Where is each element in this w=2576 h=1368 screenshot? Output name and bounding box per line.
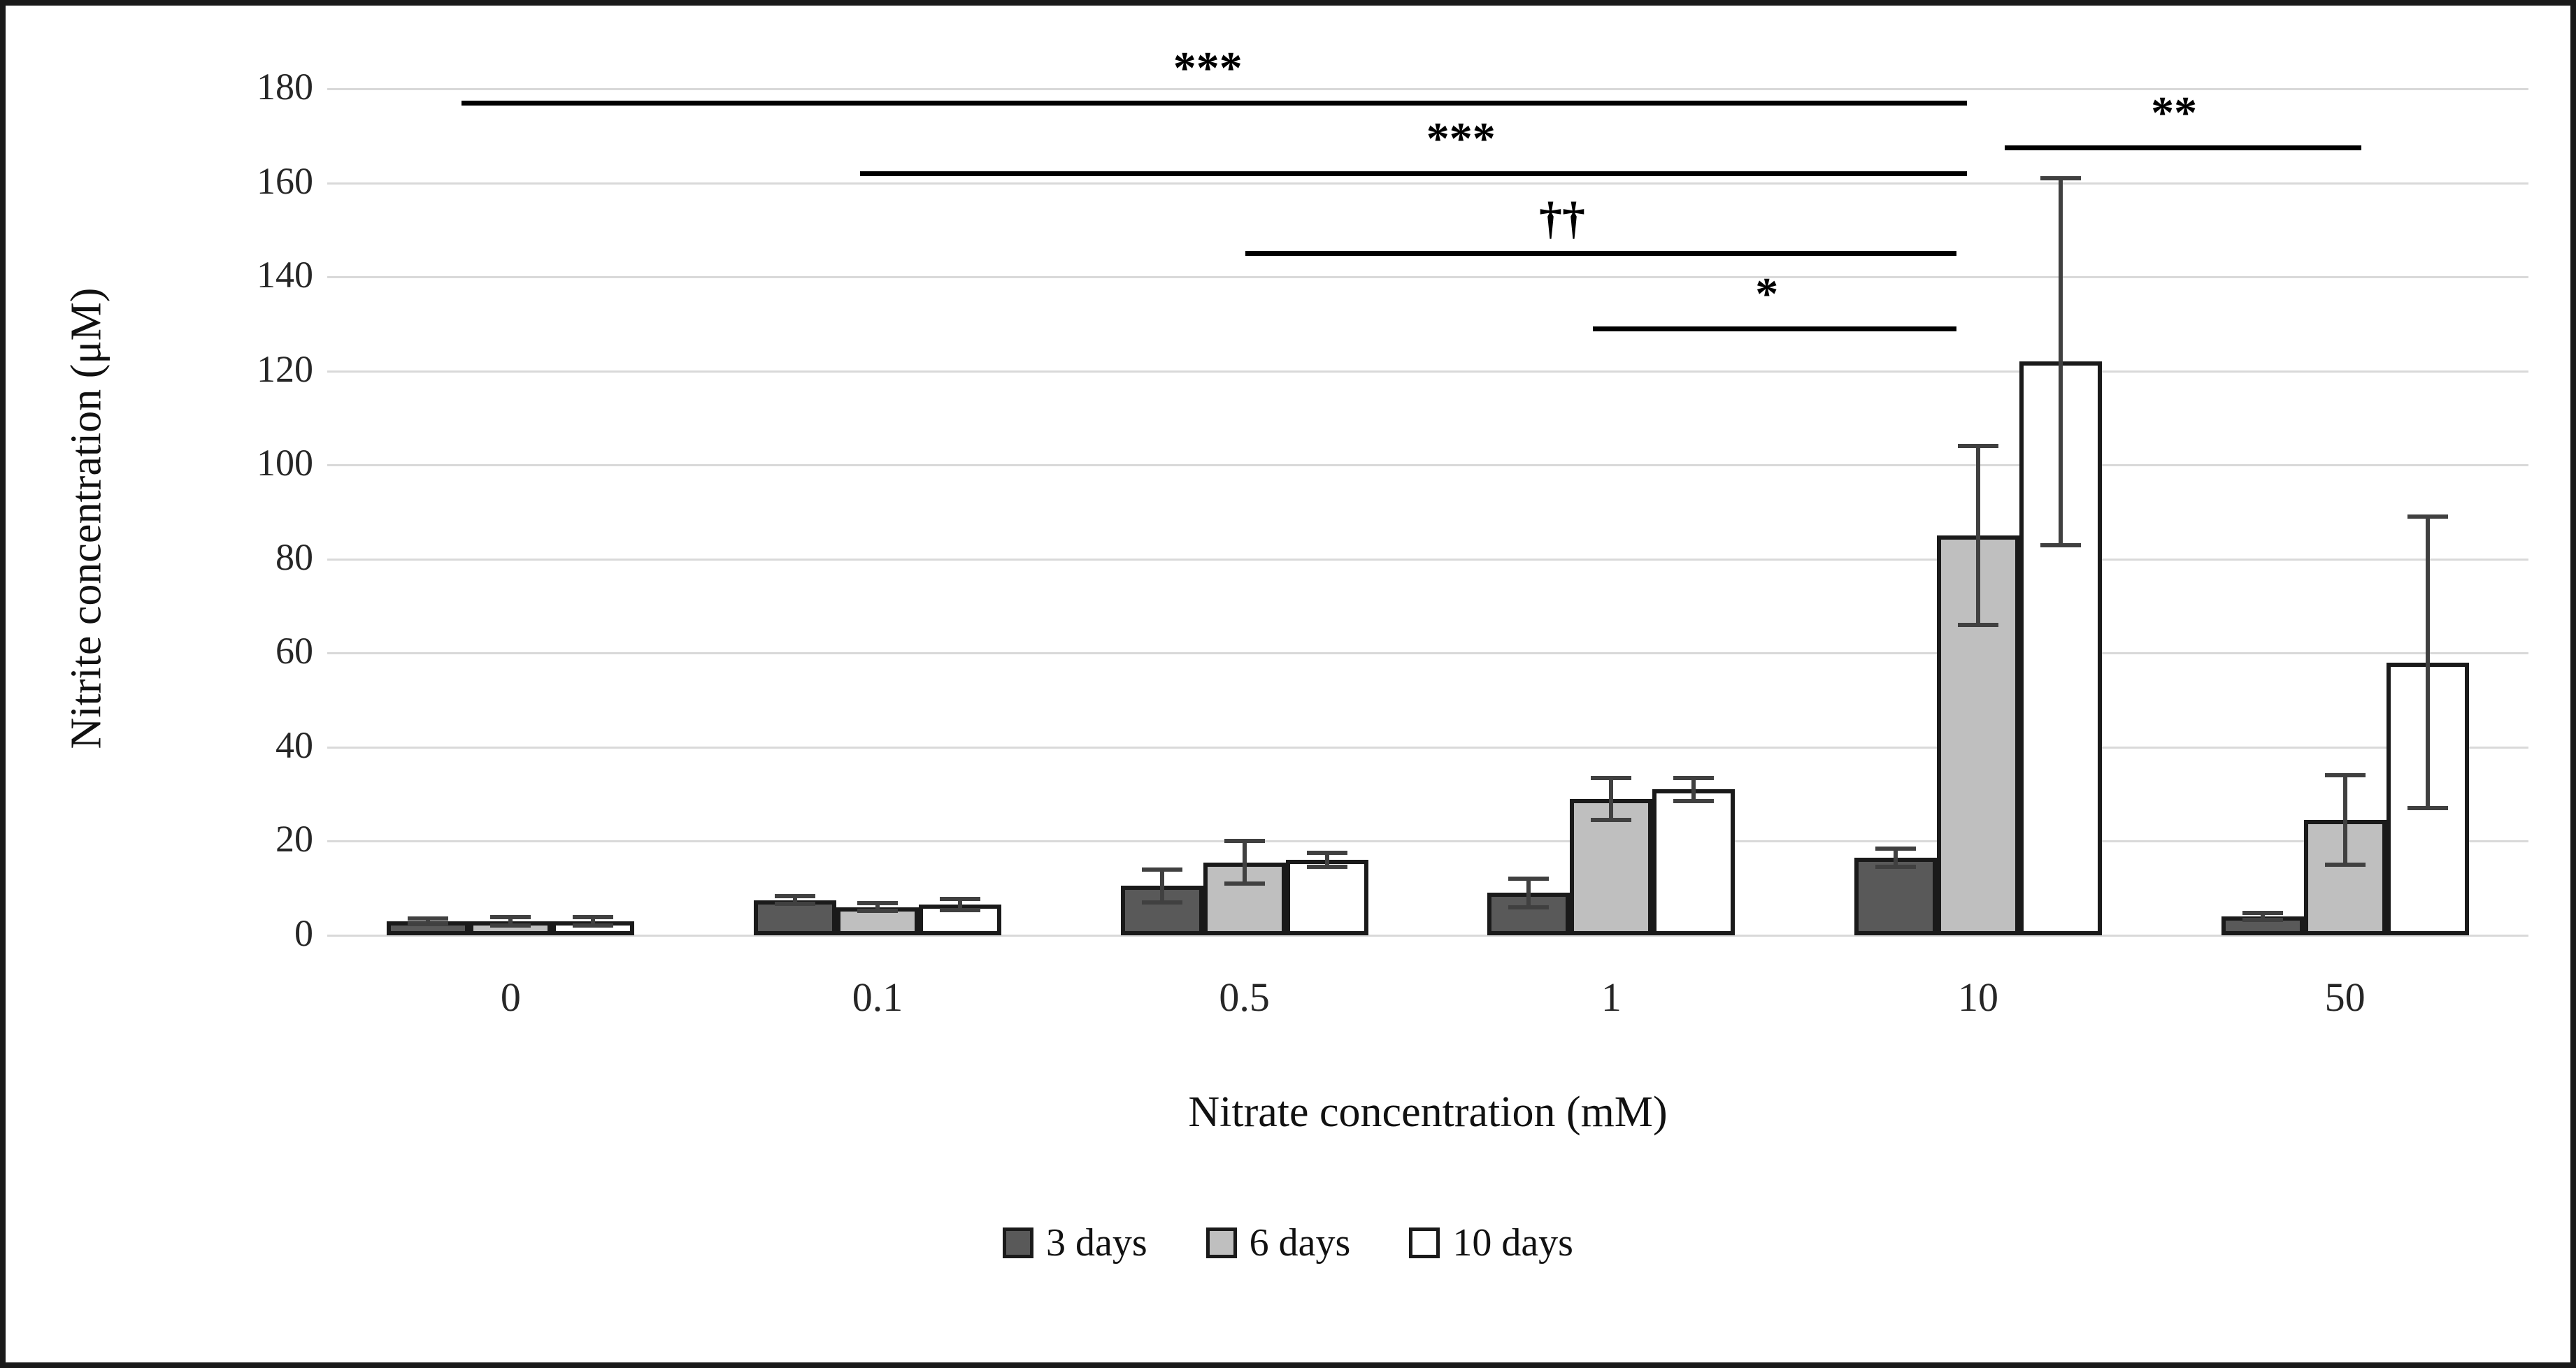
y-tick-label: 100 <box>257 442 313 484</box>
significance-label-4: * <box>1755 268 1779 320</box>
significance-label-2: *** <box>1426 113 1496 165</box>
y-tick-label: 120 <box>257 347 313 390</box>
bar-10-days-0.5mM <box>1285 860 1368 935</box>
x-tick-label-1mM: 1 <box>1601 974 1622 1020</box>
x-axis-title: Nitrate concentration (mM) <box>1188 1088 1668 1136</box>
significance-line-5 <box>2004 145 2361 151</box>
significance-line-1 <box>461 101 1968 106</box>
significance-label-1: *** <box>1173 43 1243 94</box>
y-tick-label: 140 <box>257 254 313 296</box>
legend-item-3-days: 3 days <box>1003 1221 1147 1265</box>
legend-swatch <box>1003 1227 1034 1258</box>
bar-3-days-10mM <box>1854 858 1937 935</box>
significance-line-2 <box>859 171 1968 177</box>
legend: 3 days 6 days 10 days <box>6 1221 2570 1265</box>
significance-line-3 <box>1245 251 1956 257</box>
x-tick-label-0.5mM: 0.5 <box>1219 974 1270 1020</box>
gridline-y-0 <box>327 935 2528 937</box>
gridline-y-140 <box>327 276 2528 279</box>
legend-label: 10 days <box>1452 1221 1573 1265</box>
x-tick-label-0mM: 0 <box>500 974 521 1020</box>
gridline-y-120 <box>327 370 2528 373</box>
y-tick-label: 80 <box>276 535 313 578</box>
significance-label-5: ** <box>2151 87 2198 139</box>
legend-label: 3 days <box>1046 1221 1147 1265</box>
y-tick-label: 60 <box>276 630 313 672</box>
legend-swatch <box>1409 1227 1440 1258</box>
x-tick-label-0.1mM: 0.1 <box>852 974 903 1020</box>
legend-item-6-days: 6 days <box>1205 1221 1351 1265</box>
gridline-y-20 <box>327 840 2528 843</box>
y-tick-label: 0 <box>294 912 313 954</box>
x-tick-label-50mM: 50 <box>2324 974 2366 1020</box>
y-tick-label: 40 <box>276 723 313 766</box>
y-axis-title: Nitrite concentration (μM) <box>62 287 110 749</box>
y-tick-label: 160 <box>257 159 313 202</box>
legend-item-10-days: 10 days <box>1409 1221 1573 1265</box>
plot-area: *** *** †† * ** <box>327 45 2528 937</box>
gridline-y-60 <box>327 652 2528 655</box>
gridline-y-40 <box>327 746 2528 749</box>
significance-label-3: †† <box>1539 193 1586 245</box>
gridline-y-180 <box>327 88 2528 90</box>
legend-swatch <box>1205 1227 1237 1258</box>
gridline-y-100 <box>327 464 2528 467</box>
significance-line-4 <box>1593 326 1956 332</box>
y-tick-label: 180 <box>257 66 313 108</box>
bar-10-days-1mM <box>1652 789 1736 935</box>
gridline-y-80 <box>327 558 2528 561</box>
x-tick-label-10mM: 10 <box>1958 974 1998 1020</box>
gridline-y-160 <box>327 182 2528 185</box>
y-tick-label: 20 <box>276 818 313 861</box>
legend-label: 6 days <box>1249 1221 1351 1265</box>
